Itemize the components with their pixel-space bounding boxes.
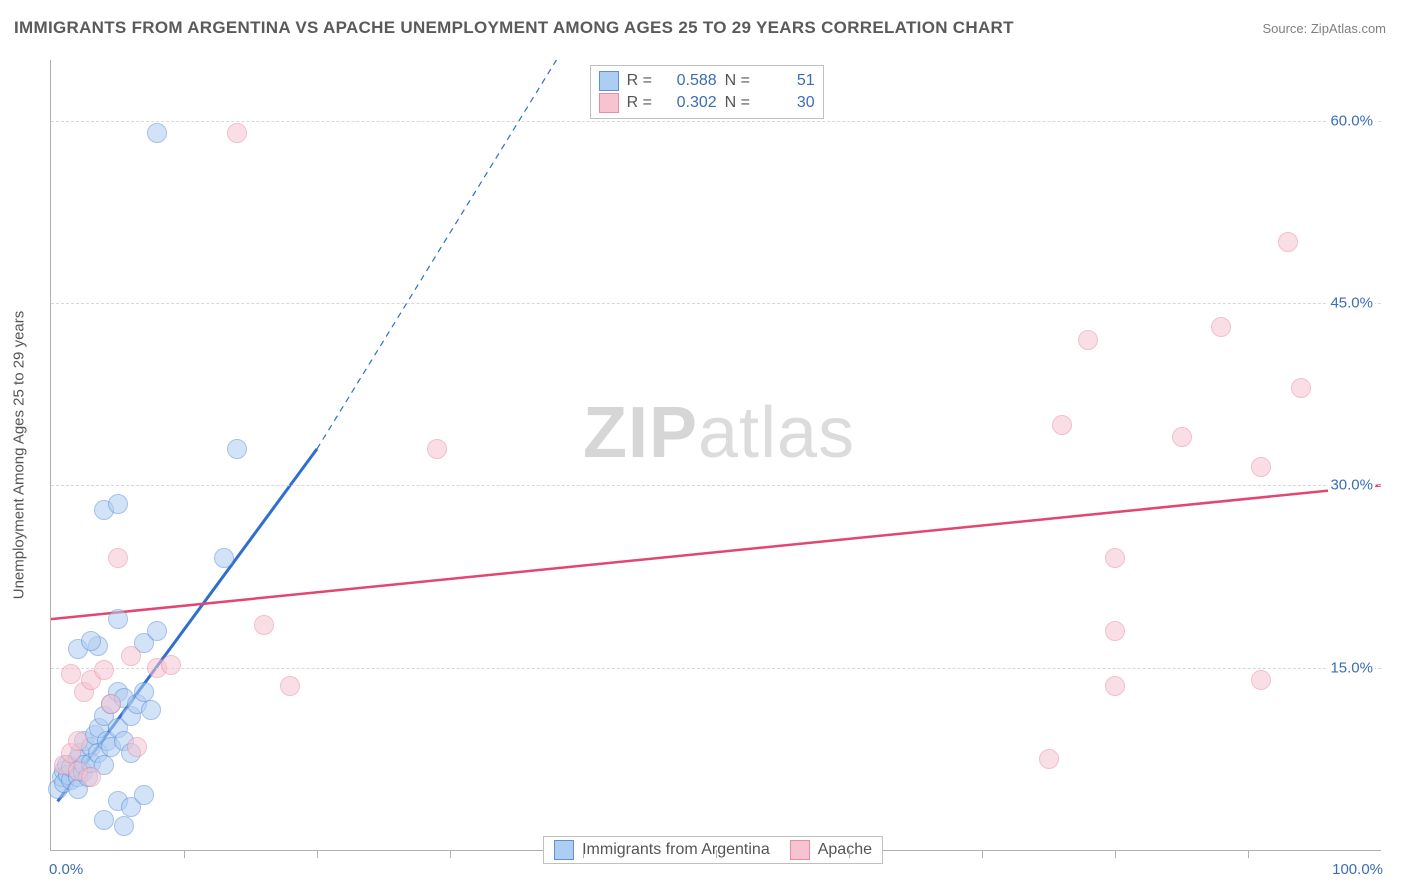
data-point — [1052, 415, 1072, 435]
legend-r-value: 0.588 — [665, 70, 717, 92]
data-point — [1105, 621, 1125, 641]
data-point — [61, 664, 81, 684]
data-point — [81, 631, 101, 651]
data-point — [1172, 427, 1192, 447]
gridline — [51, 485, 1381, 486]
data-point — [108, 609, 128, 629]
data-point — [94, 660, 114, 680]
trend-line — [51, 485, 1381, 619]
data-point — [214, 548, 234, 568]
data-point — [68, 731, 88, 751]
chart-title: IMMIGRANTS FROM ARGENTINA VS APACHE UNEM… — [14, 18, 1014, 38]
legend-item: Immigrants from Argentina — [554, 840, 770, 860]
data-point — [1291, 378, 1311, 398]
legend-series-name: Apache — [818, 841, 872, 859]
data-point — [114, 816, 134, 836]
legend-n-value: 30 — [763, 92, 815, 114]
legend-swatch — [599, 71, 619, 91]
x-tick — [184, 850, 185, 858]
x-axis-max-label: 100.0% — [1332, 861, 1383, 878]
legend-swatch — [790, 840, 810, 860]
data-point — [1078, 330, 1098, 350]
trend-line-extrapolated — [317, 60, 556, 449]
data-point — [1278, 232, 1298, 252]
x-tick — [716, 850, 717, 858]
data-point — [81, 767, 101, 787]
y-axis-label: Unemployment Among Ages 25 to 29 years — [11, 311, 28, 600]
data-point — [1105, 548, 1125, 568]
x-tick — [1248, 850, 1249, 858]
source-label: Source: ZipAtlas.com — [1262, 21, 1386, 36]
legend-n-label: N = — [725, 70, 755, 92]
data-point — [134, 682, 154, 702]
legend-item: Apache — [790, 840, 872, 860]
data-point — [147, 621, 167, 641]
correlation-legend: R = 0.588 N = 51 R = 0.302 N = 30 — [590, 65, 824, 119]
x-axis-min-label: 0.0% — [49, 861, 83, 878]
y-tick-label: 15.0% — [1328, 659, 1375, 676]
data-point — [227, 123, 247, 143]
legend-series-name: Immigrants from Argentina — [582, 841, 770, 859]
data-point — [94, 810, 114, 830]
gridline — [51, 668, 1381, 669]
trend-lines — [51, 60, 1381, 850]
data-point — [1211, 317, 1231, 337]
data-point — [1105, 676, 1125, 696]
legend-r-label: R = — [627, 92, 657, 114]
y-tick-label: 60.0% — [1328, 112, 1375, 129]
gridline — [51, 121, 1381, 122]
legend-n-value: 51 — [763, 70, 815, 92]
gridline — [51, 303, 1381, 304]
x-tick — [849, 850, 850, 858]
legend-r-label: R = — [627, 70, 657, 92]
data-point — [101, 694, 121, 714]
data-point — [134, 785, 154, 805]
data-point — [254, 615, 274, 635]
legend-r-value: 0.302 — [665, 92, 717, 114]
y-tick-label: 30.0% — [1328, 477, 1375, 494]
data-point — [127, 737, 147, 757]
x-tick — [450, 850, 451, 858]
legend-swatch — [599, 93, 619, 113]
data-point — [1251, 457, 1271, 477]
y-tick-label: 45.0% — [1328, 295, 1375, 312]
data-point — [147, 123, 167, 143]
data-point — [108, 548, 128, 568]
legend-swatch — [554, 840, 574, 860]
data-point — [1251, 670, 1271, 690]
x-tick — [583, 850, 584, 858]
legend-stat-row: R = 0.588 N = 51 — [599, 70, 815, 92]
legend-n-label: N = — [725, 92, 755, 114]
x-tick — [1115, 850, 1116, 858]
data-point — [427, 439, 447, 459]
data-point — [141, 700, 161, 720]
data-point — [108, 494, 128, 514]
data-point — [227, 439, 247, 459]
data-point — [161, 655, 181, 675]
data-point — [1039, 749, 1059, 769]
series-legend: Immigrants from Argentina Apache — [543, 836, 883, 864]
legend-stat-row: R = 0.302 N = 30 — [599, 92, 815, 114]
data-point — [280, 676, 300, 696]
plot-area: ZIPatlas Unemployment Among Ages 25 to 2… — [50, 60, 1381, 851]
x-tick — [317, 850, 318, 858]
data-point — [121, 646, 141, 666]
x-tick — [982, 850, 983, 858]
